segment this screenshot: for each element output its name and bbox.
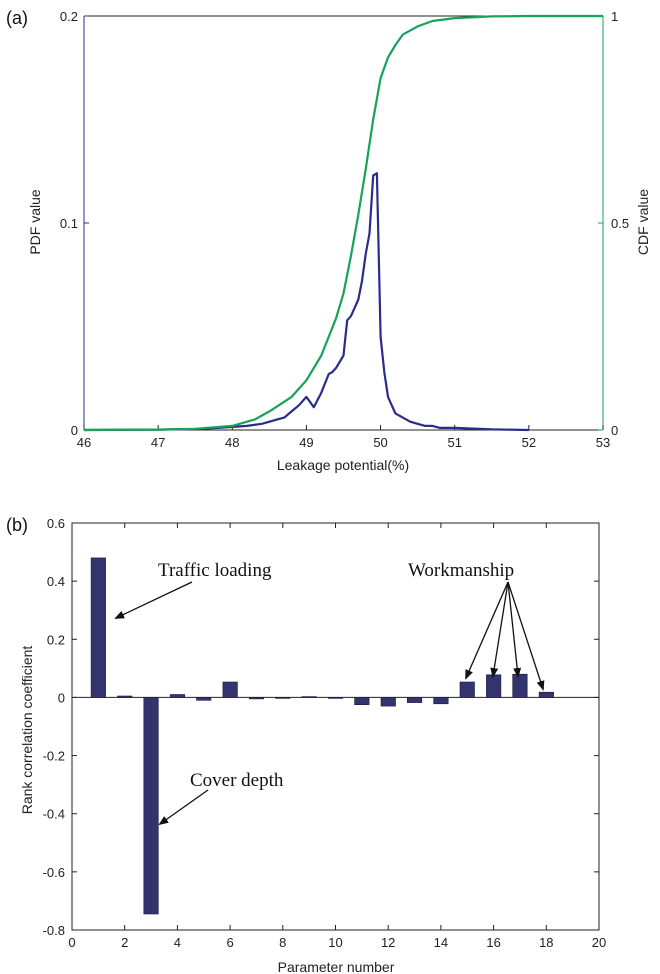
panel-a-right-axis-label: CDF value [635, 189, 651, 255]
arrow-workmanship-16 [490, 581, 509, 678]
panel-b-y-tick-label: -0.2 [43, 749, 65, 764]
panel-a-x-axis-label: Leakage potential(%) [277, 457, 409, 473]
panel-a-label: (a) [6, 8, 28, 28]
panel-b-y-tick-label: -0.4 [43, 807, 65, 822]
panel-b-y-tick-label: 0.4 [47, 574, 65, 589]
panel-b-y-tick-label: 0.6 [47, 516, 65, 531]
panel-b-x-axis-label: Parameter number [278, 959, 395, 974]
panel-a-left-tick-label: 0.2 [60, 9, 78, 24]
panel-a-x-tick-label: 48 [225, 435, 239, 450]
panel-b-x-tick-label: 12 [381, 935, 395, 950]
arrow-workmanship-17 [507, 581, 522, 678]
bar-parameter-9 [301, 696, 317, 698]
panel-a-x-tick-label: 46 [77, 435, 91, 450]
bar-parameter-11 [354, 697, 370, 706]
panel-b-label: (b) [6, 515, 28, 535]
annotation-workmanship: Workmanship [408, 560, 514, 581]
panel-b-annotations: Traffic loading Cover depth Workmanship [114, 560, 545, 826]
bar-parameter-15 [459, 681, 475, 698]
panel-b-bars [90, 557, 554, 915]
panel-b-x-tick-label: 4 [174, 935, 181, 950]
panel-b-x-tick-label: 10 [328, 935, 342, 950]
bar-parameter-13 [406, 697, 423, 703]
panel-b-x-tick-label: 14 [434, 935, 448, 950]
panel-a-series [83, 14, 603, 432]
panel-a-x-tick-label: 50 [373, 435, 387, 450]
bar-parameter-1 [90, 557, 106, 698]
panel-a-right-tick-label: 1 [611, 9, 618, 24]
panel-a-axes [83, 15, 604, 431]
panel-a-x-tick-label: 53 [596, 435, 610, 450]
bar-parameter-3 [143, 697, 159, 915]
panel-a-x-tick-label: 49 [299, 435, 313, 450]
panel-b-x-tick-label: 6 [226, 935, 233, 950]
panel-a-left-tick-labels: 0 0.1 0.2 [60, 9, 89, 438]
annotation-traffic-loading: Traffic loading [158, 560, 272, 581]
bar-parameter-10 [327, 697, 344, 699]
panel-b-x-tick-label: 16 [486, 935, 500, 950]
panel-a-x-tick-label: 52 [522, 435, 536, 450]
annotation-cover-depth: Cover depth [190, 770, 284, 791]
arrow-workmanship-15 [465, 581, 509, 680]
bar-parameter-8 [275, 697, 291, 699]
bar-parameter-5 [196, 697, 212, 701]
panel-a-left-axis-label: PDF value [27, 189, 43, 255]
panel-a-x-tick-labels: 46 47 48 49 50 51 52 53 [77, 425, 610, 450]
pdf-series-line [83, 172, 529, 432]
panel-b-y-tick-label: -0.6 [43, 865, 65, 880]
panel-b-y-axis-label: Rank correlation coefficient [19, 646, 35, 815]
arrow-cover-depth [158, 789, 209, 826]
arrow-workmanship-18 [507, 581, 545, 691]
panel-b-x-tick-label: 2 [121, 935, 128, 950]
bar-parameter-14 [433, 697, 449, 705]
panel-b-x-tick-labels: 0 2 4 6 8 10 12 14 16 18 20 [68, 523, 606, 950]
cdf-series-line [83, 14, 603, 432]
panel-a-right-tick-labels: 00.51 [598, 9, 629, 438]
panel-b-rank-correlation-chart: (b) 0 2 4 6 8 10 12 14 16 18 20 -0.8-0.6-0.4-0.200… [6, 515, 606, 974]
arrow-traffic-loading [114, 581, 193, 619]
panel-b-x-tick-label: 18 [539, 935, 553, 950]
panel-a-right-tick-label: 0 [611, 423, 618, 438]
panel-b-x-tick-label: 8 [279, 935, 286, 950]
panel-a-pdf-cdf-chart: (a) 46 47 48 49 50 51 52 53 00.10.2 00.51 Leaka… [6, 8, 651, 473]
panel-b-x-tick-label: 0 [68, 935, 75, 950]
bar-parameter-16 [486, 674, 502, 698]
panel-a-x-tick-label: 47 [151, 435, 165, 450]
bar-parameter-2 [117, 695, 133, 698]
panel-b-x-tick-label: 20 [592, 935, 606, 950]
bar-parameter-4 [169, 694, 185, 698]
panel-a-left-tick-label: 0 [71, 423, 78, 438]
panel-b-y-tick-label: 0.2 [47, 632, 65, 647]
panel-a-right-tick-label: 0.5 [611, 216, 629, 231]
panel-a-left-tick-label: 0.1 [60, 216, 78, 231]
bar-parameter-18 [538, 691, 554, 698]
bar-parameter-6 [222, 681, 238, 698]
panel-b-y-tick-label: -0.8 [43, 923, 65, 938]
panel-b-y-tick-labels: -0.8 -0.6 -0.4 -0.2 0 0.2 0.4 0.6 [43, 516, 599, 938]
panel-a-x-tick-label: 51 [447, 435, 461, 450]
bar-parameter-12 [380, 697, 396, 707]
bar-parameter-17 [512, 673, 528, 698]
panel-b-y-tick-label: 0 [58, 690, 65, 705]
bar-parameter-7 [248, 697, 264, 700]
